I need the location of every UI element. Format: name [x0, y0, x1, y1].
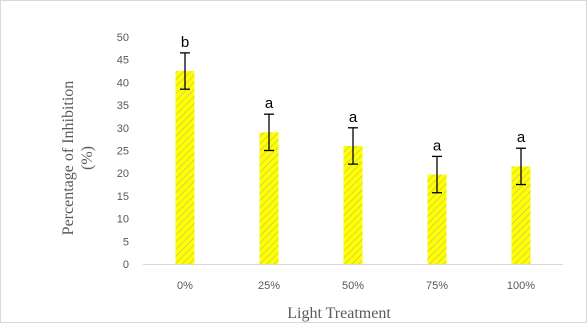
significance-label: a	[265, 95, 274, 112]
y-tick-label: 10	[117, 214, 129, 226]
y-tick-label: 45	[117, 55, 129, 67]
bar	[427, 174, 447, 264]
significance-label: a	[433, 137, 442, 154]
bar	[511, 166, 531, 264]
y-tick-label: 20	[117, 168, 129, 180]
y-tick-label: 25	[117, 146, 129, 158]
y-tick-label: 50	[117, 32, 129, 44]
y-axis-ticks: 0 5 10 15 20 25 30 35 40 45 50	[117, 32, 129, 271]
y-tick-label: 30	[117, 123, 129, 135]
x-tick-label: 0%	[177, 280, 193, 292]
x-axis-ticks: 0% 25% 50% 75% 100%	[177, 280, 535, 292]
y-tick-label: 15	[117, 191, 129, 203]
bar	[175, 71, 195, 264]
y-tick-label: 40	[117, 77, 129, 89]
bar	[259, 132, 279, 264]
x-axis-title: Light Treatment	[287, 305, 391, 322]
x-tick-label: 25%	[258, 280, 280, 292]
bar	[343, 145, 363, 264]
x-tick-label: 75%	[426, 280, 448, 292]
x-tick-label: 100%	[507, 280, 535, 292]
y-tick-label: 5	[123, 236, 129, 248]
bars-group: b a a a a	[175, 34, 531, 264]
significance-label: b	[181, 34, 189, 51]
x-tick-label: 50%	[342, 280, 364, 292]
y-tick-label: 0	[123, 259, 129, 271]
y-tick-label: 35	[117, 100, 129, 112]
y-axis-title-line2: (%)	[79, 146, 96, 170]
y-axis-title-line1: Percentage of Inhibition	[60, 81, 77, 236]
significance-label: a	[349, 109, 358, 126]
significance-label: a	[517, 129, 526, 146]
